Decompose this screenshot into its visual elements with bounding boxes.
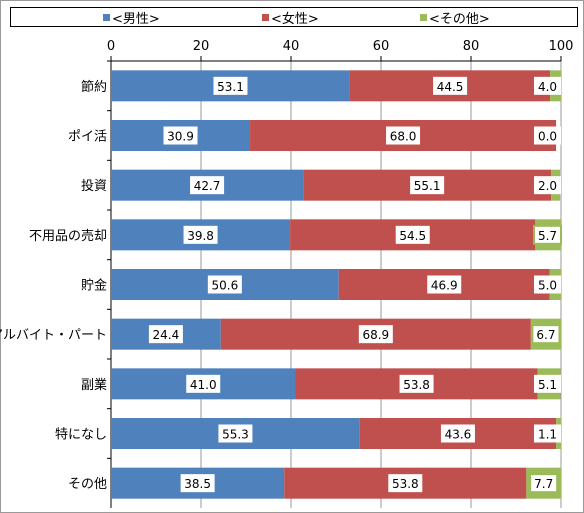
data-label-female: 55.1 (414, 179, 441, 193)
tick-label-60: 60 (373, 39, 390, 54)
data-label-other: 4.0 (538, 80, 557, 94)
data-label-box-female (440, 424, 475, 443)
data-label-box-male (213, 76, 248, 95)
data-label-box-male (163, 126, 198, 145)
data-label-box-female (433, 76, 468, 95)
data-label-box-other (533, 224, 562, 245)
data-label-box-other (534, 76, 561, 95)
data-label-box-female (399, 374, 434, 393)
data-label-other: 7.7 (534, 477, 553, 491)
data-label-male: 38.5 (184, 477, 211, 491)
data-label-box-other (534, 275, 561, 294)
data-label-box-male (180, 474, 215, 493)
data-label-box-other (534, 374, 561, 393)
data-label-male: 30.9 (167, 130, 194, 144)
data-label-box-male (190, 176, 225, 195)
legend-label-female: <女性> (271, 11, 319, 27)
data-label-box-female (386, 126, 421, 145)
data-label-male: 55.3 (222, 428, 249, 442)
data-label-box-other (534, 126, 561, 145)
legend-label-other: <その他> (429, 11, 490, 27)
data-label-male: 39.8 (187, 229, 214, 243)
category-label: アルバイト・パート (0, 328, 107, 343)
data-label-box-male (218, 424, 253, 443)
data-label-female: 53.8 (403, 378, 430, 392)
category-label: ポイ活 (68, 130, 107, 145)
data-label-box-other (534, 176, 561, 195)
data-label-female: 44.5 (437, 80, 464, 94)
data-label-female: 53.8 (392, 477, 419, 491)
data-label-box-female (395, 225, 430, 244)
data-label-other: 1.1 (538, 428, 557, 442)
data-label-box-male (186, 374, 221, 393)
data-label-female: 54.5 (399, 229, 426, 243)
legend-item-other: <その他> (420, 9, 490, 27)
data-label-box-other (531, 324, 561, 345)
data-label-other: 0.0 (538, 130, 557, 144)
legend-swatch-female (262, 13, 269, 21)
legend-swatch-other (420, 13, 427, 21)
data-label-box-other (529, 473, 559, 494)
data-label-box-male (183, 225, 218, 244)
data-label-female: 68.9 (362, 328, 389, 342)
tick-label-100: 100 (549, 39, 574, 54)
category-label: その他 (68, 477, 107, 492)
data-label-box-female (410, 176, 445, 195)
data-label-male: 41.0 (190, 378, 217, 392)
legend-label-male: <男性> (112, 11, 160, 27)
data-label-female: 46.9 (431, 279, 458, 293)
data-label-box-other (534, 424, 561, 443)
category-label: 特になし (55, 428, 107, 443)
data-label-box-male (207, 275, 242, 294)
tick-label-0: 0 (107, 39, 115, 54)
data-label-male: 53.1 (217, 80, 244, 94)
data-label-male: 24.4 (153, 328, 180, 342)
data-label-other: 2.0 (538, 179, 557, 193)
category-label: 貯金 (81, 278, 107, 294)
data-label-other: 5.7 (538, 229, 557, 243)
legend: <男性> <女性> <その他> (10, 7, 578, 27)
category-label: 節約 (81, 80, 107, 95)
category-label: 副業 (81, 377, 107, 393)
tick-label-40: 40 (283, 39, 300, 54)
data-label-male: 42.7 (194, 179, 221, 193)
data-label-box-male (148, 325, 183, 344)
data-label-other: 5.0 (538, 279, 557, 293)
data-label-male: 50.6 (211, 279, 238, 293)
data-label-other: 6.7 (536, 328, 555, 342)
legend-swatch-male (103, 13, 110, 21)
category-label: 投資 (81, 178, 107, 194)
category-label: 不用品の売却 (29, 228, 107, 244)
legend-item-male: <男性> (103, 9, 160, 27)
data-label-other: 5.1 (538, 378, 557, 392)
tick-label-80: 80 (463, 39, 480, 54)
legend-item-female: <女性> (262, 9, 319, 27)
data-label-female: 43.6 (445, 428, 472, 442)
data-label-box-female (427, 275, 462, 294)
data-label-female: 68.0 (390, 130, 417, 144)
data-label-box-female (388, 474, 423, 493)
tick-label-20: 20 (193, 39, 210, 54)
data-label-box-female (358, 325, 393, 344)
